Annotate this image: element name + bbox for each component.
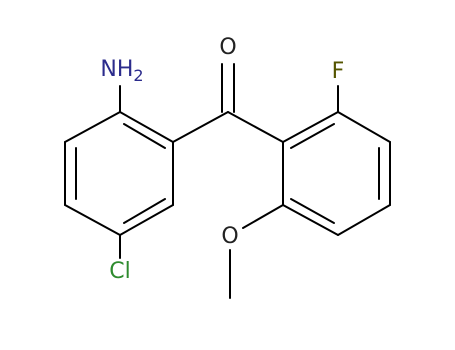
bond: [119, 111, 174, 143]
bond: [290, 198, 335, 224]
bond: [242, 204, 284, 229]
bond: [290, 123, 335, 149]
bond: [64, 111, 121, 143]
bond: [123, 198, 166, 224]
atom-label-subscript: 2: [133, 66, 143, 85]
bond: [282, 204, 339, 236]
bond: [282, 111, 339, 143]
bonds: [64, 63, 391, 299]
atom-label: Cl: [109, 259, 130, 284]
atom-label-main: NH: [100, 57, 133, 82]
atom-label: O: [221, 224, 238, 249]
atom-label: O: [219, 35, 236, 60]
bond: [337, 204, 391, 236]
bond: [123, 123, 166, 149]
atom-label: F: [332, 59, 345, 84]
bond: [337, 111, 391, 143]
bond: [64, 204, 121, 236]
atom-label: NH2: [100, 57, 143, 85]
bond: [227, 111, 284, 143]
bond: [119, 204, 174, 236]
bond: [172, 111, 229, 143]
